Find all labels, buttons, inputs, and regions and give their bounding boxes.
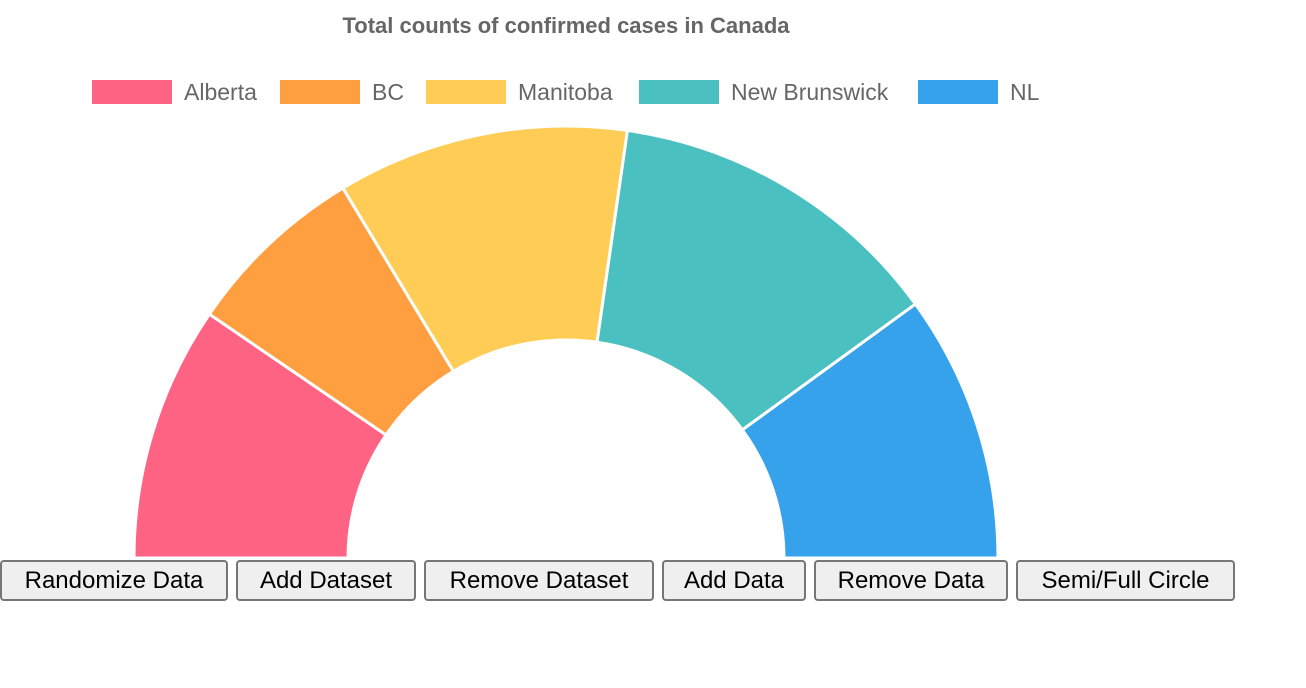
semi-doughnut-chart: Total counts of confirmed cases in Canad… (92, 13, 1040, 560)
chart-title: Total counts of confirmed cases in Canad… (342, 13, 790, 38)
legend-swatch-new-brunswick[interactable] (639, 80, 719, 104)
remove-data-button[interactable]: Remove Data (814, 560, 1008, 601)
legend-label-nl[interactable]: NL (1010, 79, 1040, 105)
slice-new-brunswick[interactable] (595, 128, 917, 432)
legend-swatch-alberta[interactable] (92, 80, 172, 104)
legend-swatch-bc[interactable] (280, 80, 360, 104)
slice-manitoba[interactable] (341, 124, 629, 373)
chart-slices (132, 124, 1000, 560)
legend-label-alberta[interactable]: Alberta (184, 79, 257, 105)
semi-full-circle-button[interactable]: Semi/Full Circle (1016, 560, 1235, 601)
add-dataset-button[interactable]: Add Dataset (236, 560, 416, 601)
remove-dataset-button[interactable]: Remove Dataset (424, 560, 654, 601)
add-data-button[interactable]: Add Data (662, 560, 806, 601)
legend-label-new-brunswick[interactable]: New Brunswick (731, 79, 889, 105)
legend-label-manitoba[interactable]: Manitoba (518, 79, 613, 105)
legend-swatch-nl[interactable] (918, 80, 998, 104)
legend-label-bc[interactable]: BC (372, 79, 404, 105)
randomize-data-button[interactable]: Randomize Data (0, 560, 228, 601)
legend-swatch-manitoba[interactable] (426, 80, 506, 104)
chart-legend: Alberta BC Manitoba New Brunswick NL (92, 79, 1040, 105)
slice-nl[interactable] (740, 302, 1000, 560)
